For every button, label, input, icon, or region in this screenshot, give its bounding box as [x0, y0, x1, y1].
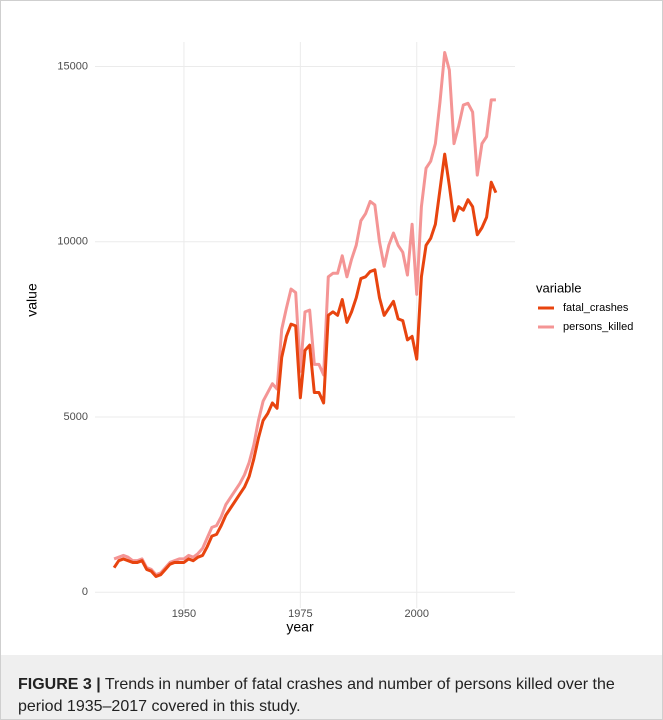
figure-label: FIGURE 3 |	[18, 676, 101, 693]
caption-text: Trends in number of fatal crashes and nu…	[18, 676, 615, 715]
series-line	[112, 152, 498, 578]
y-axis-label: value	[24, 283, 40, 317]
legend-label: fatal_crashes	[563, 302, 629, 314]
y-tick-label: 0	[82, 586, 88, 598]
legend-title: variable	[536, 280, 582, 295]
x-axis-label: year	[286, 619, 314, 635]
y-tick-label: 10000	[57, 236, 88, 248]
caption-box: FIGURE 3 | Trends in number of fatal cra…	[1, 655, 662, 719]
series-line	[113, 51, 496, 577]
x-tick-label: 1950	[172, 608, 196, 620]
x-tick-label: 2000	[405, 608, 429, 620]
y-tick-label: 15000	[57, 60, 88, 72]
x-tick-label: 1975	[288, 608, 312, 620]
chart: year value variable 0 5000 10000 15000 1950 1…	[24, 42, 633, 635]
legend-label: persons_killed	[563, 321, 633, 333]
y-tick-label: 5000	[64, 411, 88, 423]
caption: FIGURE 3 | Trends in number of fatal cra…	[18, 674, 628, 718]
